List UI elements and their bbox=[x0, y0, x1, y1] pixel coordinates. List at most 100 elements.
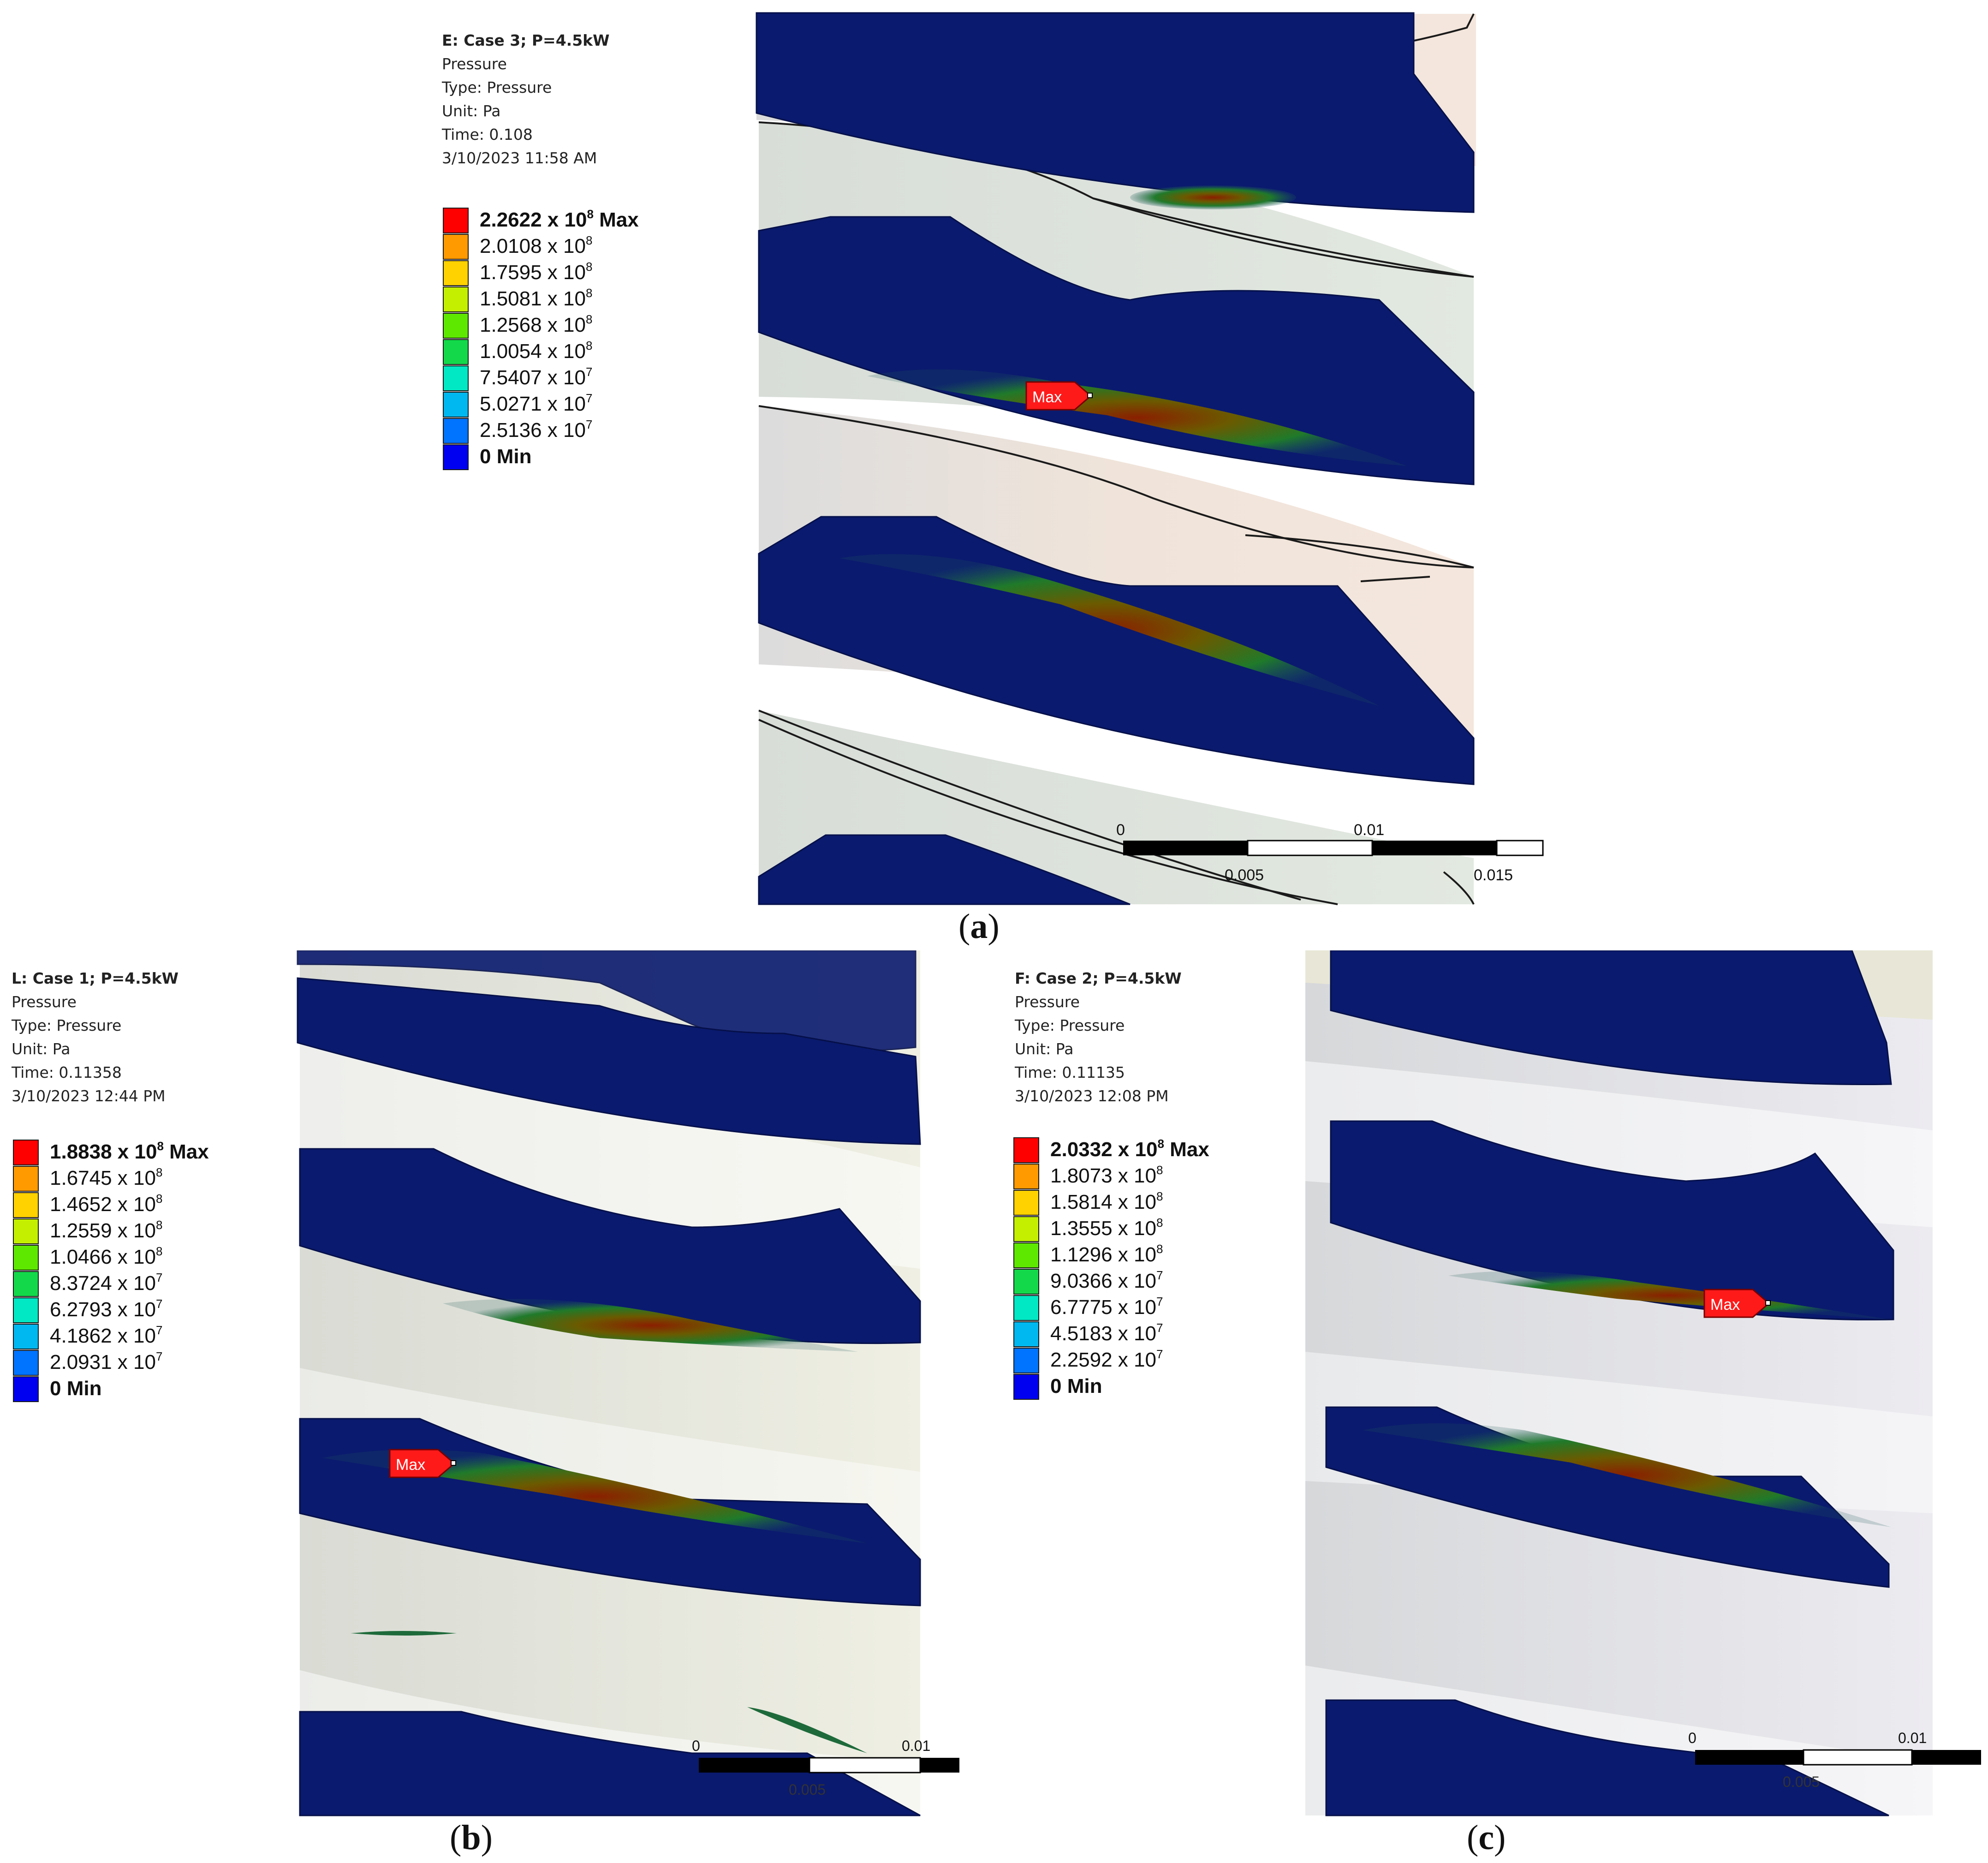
legend-swatch bbox=[443, 260, 469, 286]
result-type: Type: Pressure bbox=[442, 78, 552, 96]
legend-label: 1.6745 x 108 bbox=[50, 1159, 162, 1191]
caption-a: (a) bbox=[958, 907, 1000, 947]
legend-exponent: 8 bbox=[585, 233, 593, 247]
legend-swatch bbox=[1013, 1348, 1039, 1373]
scale-label: 0.005 bbox=[1225, 866, 1264, 884]
legend-suffix: Max bbox=[163, 1140, 209, 1163]
viewport-a[interactable]: Max 0 0.01 0.005 0.015 bbox=[0, 0, 1988, 950]
viewport-b[interactable]: Max 0 0.01 0.005 bbox=[0, 950, 994, 1863]
legend-label: 4.1862 x 107 bbox=[50, 1317, 162, 1349]
color-legend: 2.2622 x 108 Max 2.0108 x 108 1.7595 x 108… bbox=[443, 207, 701, 470]
legend-swatch bbox=[443, 339, 469, 365]
contact-patch bbox=[1130, 185, 1296, 209]
legend-label: 7.5407 x 107 bbox=[480, 359, 592, 391]
legend-value: 1.4652 x 10 bbox=[50, 1193, 156, 1216]
legend-swatch bbox=[443, 444, 469, 470]
pressure-contours bbox=[323, 1299, 867, 1753]
caption-letter: c bbox=[1478, 1818, 1494, 1857]
legend-suffix: Min bbox=[61, 1377, 102, 1400]
caption-c: (c) bbox=[1467, 1818, 1506, 1858]
legend-value: 1.5081 x 10 bbox=[480, 287, 586, 310]
legend-value: 1.2559 x 10 bbox=[50, 1219, 156, 1242]
result-date: 3/10/2023 11:58 AM bbox=[442, 149, 597, 167]
legend-swatch bbox=[443, 392, 469, 418]
legend-value: 2.0931 x 10 bbox=[50, 1351, 156, 1373]
contact-patch bbox=[443, 1299, 858, 1352]
legend-swatch bbox=[1013, 1164, 1039, 1189]
color-legend: 1.8838 x 108 Max 1.6745 x 108 1.4652 x 108… bbox=[13, 1139, 271, 1402]
legend-exponent: 8 bbox=[585, 260, 593, 274]
scale-label: 0.01 bbox=[1898, 1730, 1927, 1746]
legend-exponent: 7 bbox=[585, 391, 593, 405]
contact-patch bbox=[839, 554, 1379, 706]
info-block: E: Case 3; P=4.5kW Pressure Type: Pressu… bbox=[442, 29, 610, 170]
legend-value: 0 bbox=[50, 1377, 61, 1400]
legend-swatch bbox=[1013, 1190, 1039, 1216]
legend-exponent: 8 bbox=[1156, 1189, 1163, 1203]
legend-exponent: 8 bbox=[155, 1218, 163, 1232]
caption-paren: ( bbox=[450, 1818, 462, 1857]
legend-swatch bbox=[443, 365, 469, 391]
legend-value: 1.8073 x 10 bbox=[1050, 1164, 1156, 1187]
legend-exponent: 7 bbox=[155, 1323, 163, 1337]
legend-exponent: 8 bbox=[587, 207, 594, 221]
legend-label: 1.8838 x 108 Max bbox=[50, 1133, 209, 1165]
legend-exponent: 8 bbox=[1157, 1137, 1164, 1151]
legend-label: 9.0366 x 107 bbox=[1050, 1262, 1163, 1294]
legend-exponent: 8 bbox=[157, 1139, 164, 1153]
legend-label: 6.2793 x 107 bbox=[50, 1291, 162, 1323]
legend-label: 2.5136 x 107 bbox=[480, 412, 592, 443]
legend-swatch bbox=[1013, 1321, 1039, 1347]
scale-label: 0.005 bbox=[789, 1781, 826, 1798]
legend-swatch bbox=[13, 1245, 39, 1271]
legend-exponent: 8 bbox=[1156, 1216, 1163, 1230]
legend-swatch bbox=[443, 287, 469, 312]
probe-label: Max bbox=[1032, 388, 1062, 406]
caption-paren: ) bbox=[988, 907, 1000, 946]
legend-value: 9.0366 x 10 bbox=[1050, 1270, 1156, 1292]
scale-label: 0 bbox=[692, 1738, 700, 1754]
legend-swatch bbox=[13, 1192, 39, 1218]
legend-swatch bbox=[13, 1350, 39, 1376]
contact-patch bbox=[351, 1631, 457, 1636]
contact-patch bbox=[867, 369, 1407, 466]
legend-value: 2.2592 x 10 bbox=[1050, 1349, 1156, 1371]
pressure-contours bbox=[839, 185, 1407, 706]
contact-surfaces bbox=[297, 950, 921, 1816]
legend-exponent: 7 bbox=[155, 1349, 163, 1363]
caption-letter: b bbox=[461, 1818, 481, 1857]
legend-swatch bbox=[13, 1218, 39, 1244]
legend-value: 1.1296 x 10 bbox=[1050, 1243, 1156, 1266]
max-probe: Max bbox=[389, 1449, 456, 1478]
caption-paren: ( bbox=[1467, 1818, 1479, 1857]
legend-value: 1.0054 x 10 bbox=[480, 340, 586, 363]
contact-patch bbox=[323, 1450, 867, 1543]
result-title: F: Case 2; P=4.5kW bbox=[1015, 969, 1182, 987]
scale-bar: 0 0.01 0.005 0.015 bbox=[1116, 821, 1544, 884]
panel-a: E: Case 3; P=4.5kW Pressure Type: Pressu… bbox=[0, 0, 1988, 950]
legend-value: 6.7775 x 10 bbox=[1050, 1296, 1156, 1319]
legend-exponent: 8 bbox=[1156, 1242, 1163, 1256]
legend-label: 0 Min bbox=[50, 1370, 101, 1402]
result-quantity: Pressure bbox=[442, 55, 507, 73]
legend-label: 2.0931 x 107 bbox=[50, 1344, 162, 1375]
scale-label: 0.01 bbox=[1354, 821, 1384, 839]
caption-letter: a bbox=[970, 907, 988, 946]
legend-label: 1.7595 x 108 bbox=[480, 254, 592, 286]
viewport-c[interactable]: Max 0 0.01 0.005 bbox=[994, 950, 1988, 1863]
panel-b: L: Case 1; P=4.5kW Pressure Type: Pressu… bbox=[0, 950, 994, 1863]
legend-exponent: 7 bbox=[1156, 1347, 1163, 1361]
legend-suffix: Max bbox=[1164, 1138, 1209, 1161]
legend-swatch bbox=[443, 313, 469, 339]
probe-label: Max bbox=[396, 1456, 425, 1474]
legend-swatch bbox=[1013, 1269, 1039, 1295]
legend-label: 2.2592 x 107 bbox=[1050, 1341, 1163, 1373]
legend-label: 4.5183 x 107 bbox=[1050, 1315, 1163, 1347]
legend-value: 7.5407 x 10 bbox=[480, 366, 586, 389]
max-probe: Max bbox=[1703, 1289, 1771, 1318]
legend-value: 2.0108 x 10 bbox=[480, 235, 586, 257]
result-time: Time: 0.11358 bbox=[12, 1063, 122, 1081]
legend-label: 1.8073 x 108 bbox=[1050, 1157, 1163, 1189]
legend-swatch bbox=[13, 1376, 39, 1402]
legend-swatch bbox=[13, 1166, 39, 1192]
